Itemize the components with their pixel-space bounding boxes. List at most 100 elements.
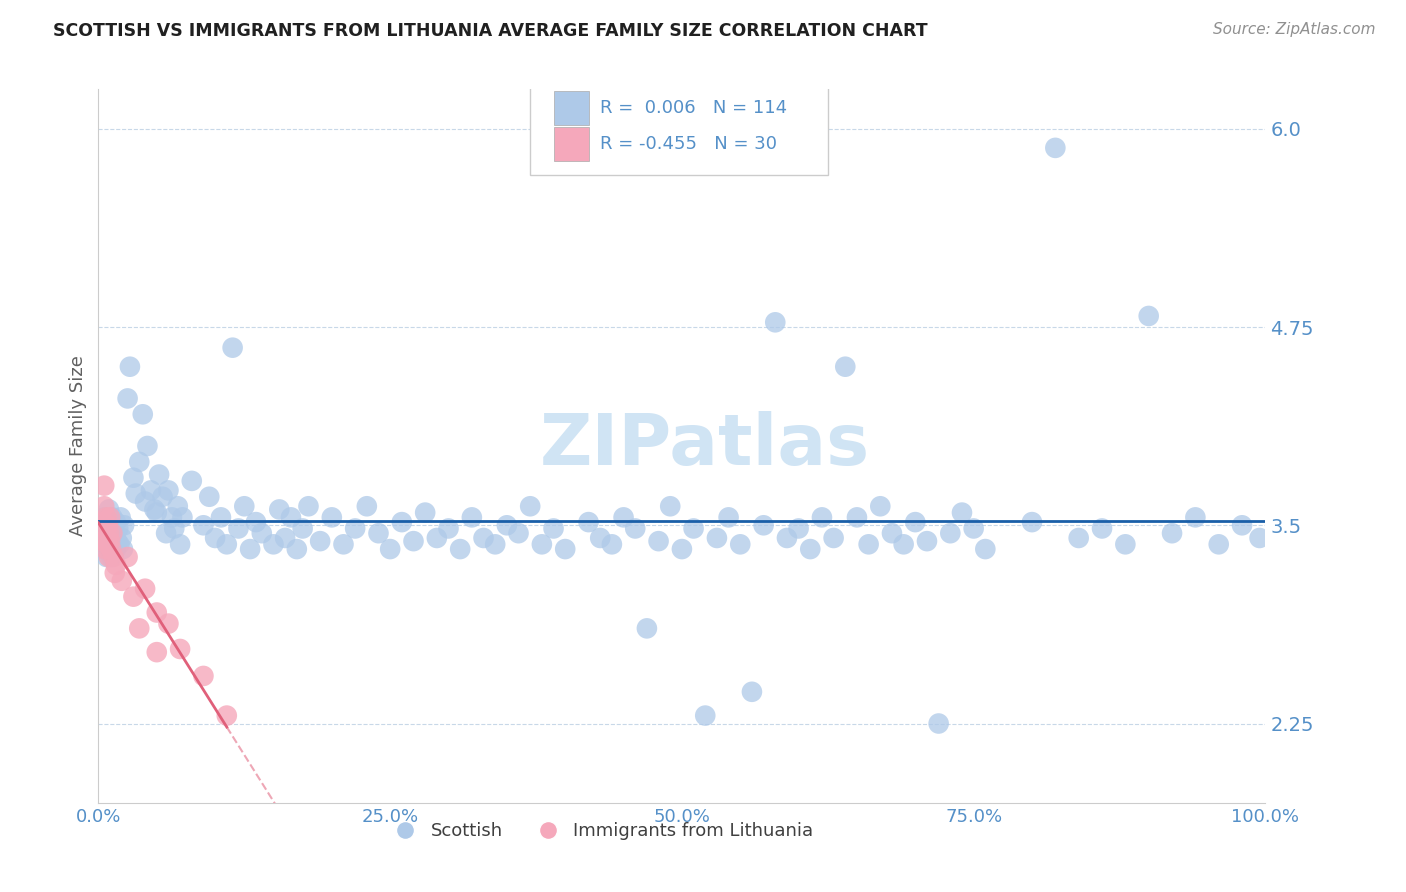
Point [97,526,120,541]
Point [1091,521,1114,535]
Point [367,526,389,541]
Point [1021,515,1043,529]
Point [107,521,129,535]
Point [280,510,302,524]
Point [1137,309,1160,323]
Point [671,542,693,557]
Point [91,542,114,557]
Point [543,521,565,535]
Point [93,534,115,549]
Point [274,531,297,545]
Text: SCOTTISH VS IMMIGRANTS FROM LITHUANIA AVERAGE FAMILY SIZE CORRELATION CHART: SCOTTISH VS IMMIGRANTS FROM LITHUANIA AV… [53,22,928,40]
Point [858,537,880,551]
Point [262,537,284,551]
Point [834,359,856,374]
Point [1161,526,1184,541]
Point [962,521,984,535]
FancyBboxPatch shape [530,86,828,175]
Point [730,537,752,551]
Point [1208,537,1230,551]
Point [321,510,343,524]
Point [508,526,530,541]
Legend: Scottish, Immigrants from Lithuania: Scottish, Immigrants from Lithuania [380,815,821,847]
Point [950,506,973,520]
Point [104,566,127,580]
Point [98,542,121,557]
Point [204,531,226,545]
Point [1184,510,1206,524]
Text: ZIPatlas: ZIPatlas [540,411,870,481]
Point [391,515,413,529]
Point [134,494,156,508]
Point [496,518,519,533]
Point [880,526,903,541]
Point [245,515,267,529]
Text: R = -0.455   N = 30: R = -0.455 N = 30 [600,136,778,153]
Point [146,506,169,520]
Point [461,510,484,524]
Text: R =  0.006   N = 114: R = 0.006 N = 114 [600,99,787,117]
Point [904,515,927,529]
Point [869,500,891,514]
Point [96,510,118,524]
Point [1249,531,1271,545]
Point [100,521,122,535]
Point [706,531,728,545]
Point [91,515,114,529]
Point [974,542,997,557]
Point [1230,518,1253,533]
Point [1067,531,1090,545]
Point [157,483,180,498]
Point [787,521,810,535]
Point [103,537,125,551]
Point [589,531,612,545]
Point [823,531,845,545]
Point [97,526,120,541]
Point [193,518,215,533]
Point [449,542,471,557]
Point [93,478,115,492]
Text: Source: ZipAtlas.com: Source: ZipAtlas.com [1212,22,1375,37]
Point [104,542,127,557]
Point [297,500,319,514]
Point [97,537,120,551]
Point [530,537,553,551]
Point [160,510,183,524]
Point [413,506,436,520]
Point [122,471,145,485]
Point [110,510,132,524]
Point [741,685,763,699]
Point [111,542,134,557]
Point [233,500,256,514]
FancyBboxPatch shape [554,128,589,161]
Point [96,528,118,542]
Point [97,502,120,516]
Point [291,521,314,535]
Point [117,549,139,564]
Point [132,407,155,421]
Point [104,526,127,541]
Point [122,590,145,604]
Point [939,526,962,541]
Point [100,549,122,564]
Point [215,537,238,551]
Point [332,537,354,551]
Point [519,500,541,514]
Point [128,455,150,469]
Point [118,359,141,374]
Point [101,526,124,541]
Point [111,574,134,588]
Point [101,531,124,545]
Point [94,542,117,557]
Point [799,542,821,557]
Point [101,510,124,524]
Point [91,534,114,549]
Point [148,467,170,482]
Point [90,531,112,545]
Point [98,534,121,549]
Point [269,502,291,516]
Point [209,510,232,524]
Point [97,518,120,533]
Point [93,500,115,514]
Point [215,708,238,723]
